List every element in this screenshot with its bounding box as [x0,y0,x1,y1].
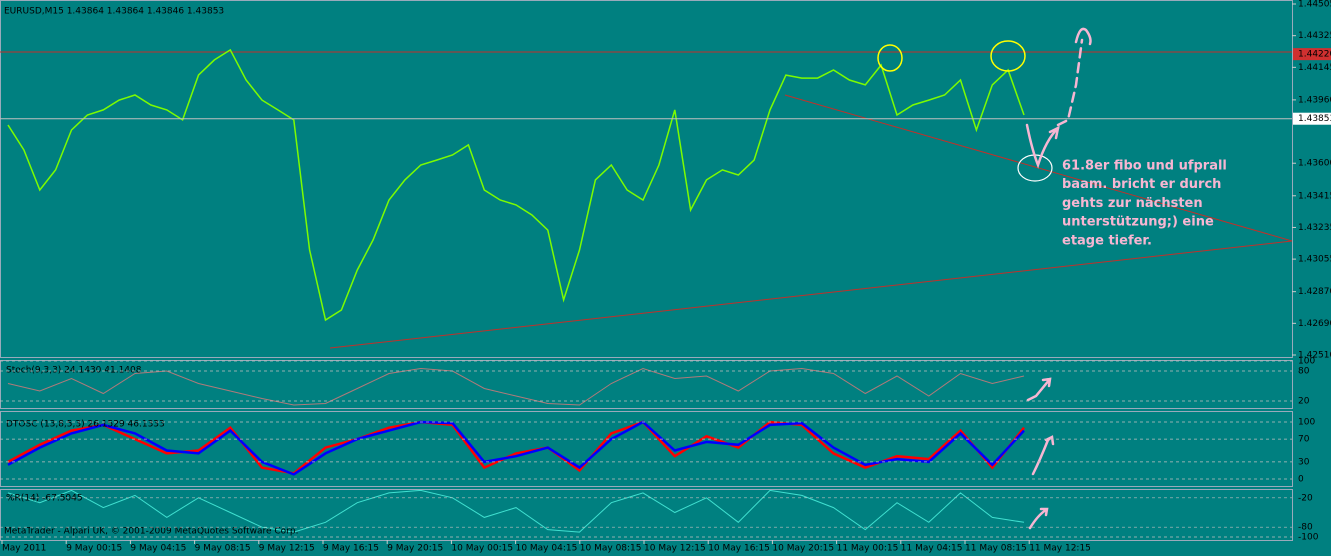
x-tick-label: 10 May 04:15 [516,544,578,554]
arrow [1026,377,1052,402]
current-price-label: 1.43853 [1298,114,1331,124]
y-tick-label: 1.44145 [1298,63,1331,73]
dtosc-panel [0,411,1293,487]
indicator-label: DTOSC (13,8,5,3) 26.1529 46.1333 [6,420,165,430]
x-tick-label: 9 May 20:15 [387,544,443,554]
x-tick-label: 9 May 04:15 [130,544,186,554]
current-price-box [1293,112,1331,125]
y-tick-label: 80 [1298,367,1310,377]
y-tick-label: 70 [1298,435,1310,445]
y-tick-label: 0 [1298,475,1304,485]
y-tick-label: -100 [1298,533,1319,543]
x-tick-label: 10 May 12:15 [644,544,706,554]
y-tick-label: 1.43055 [1298,255,1331,265]
annotation-text: gehts zur nächsten [1062,196,1203,211]
level-price-label: 1.44220 [1298,50,1331,60]
arrow [1025,123,1060,169]
y-tick-label: 1.44505 [1298,0,1331,10]
y-tick-label: 20 [1298,397,1310,407]
indicator-label: Stoch(9,3,3) 24.1430 41.1408 [6,366,142,376]
y-tick-label: 1.43415 [1298,191,1331,201]
arrowhead [1074,27,1092,46]
indicator-label: %R(14) -67.5045 [6,494,83,504]
x-tick-label: 9 May 12:15 [259,544,315,554]
series-line [7,489,1025,533]
series-line [7,367,1025,406]
y-tick-label: -20 [1298,493,1313,503]
x-tick-label: 9 May 08:15 [195,544,251,554]
x-tick-label: 10 May 16:15 [708,544,770,554]
y-tick-label: 1.42510 [1298,351,1331,361]
x-tick-label: May 2011 [2,544,46,554]
annotation-text: baam. bricht er durch [1062,177,1221,192]
x-tick-label: 11 May 00:15 [837,544,899,554]
annotation-text: 61.8er fibo und ufprall [1062,159,1227,174]
y-tick-label: 100 [1298,418,1315,428]
y-tick-label: -80 [1298,523,1313,533]
y-tick-label: 1.42690 [1298,319,1331,329]
falling-trendline [784,94,1293,242]
circle-marker [877,44,903,72]
x-tick-label: 10 May 20:15 [772,544,834,554]
stoch-panel [0,360,1293,409]
main-panel [0,0,1293,358]
symbol-header: EURUSD,M15 1.43864 1.43864 1.43846 1.438… [4,7,224,17]
arrow [1031,435,1055,476]
y-tick-label: 1.43235 [1298,223,1331,233]
y-tick-label: 1.43960 [1298,95,1331,105]
y-tick-label: 1.43600 [1298,159,1331,169]
plot-layer [7,48,1025,533]
x-tick-label: 9 May 00:15 [66,544,122,554]
x-tick-label: 10 May 08:15 [580,544,642,554]
x-tick-label: 11 May 04:15 [901,544,963,554]
wpr-panel [0,489,1293,541]
support-trendline [329,240,1293,349]
y-tick-label: 30 [1298,457,1310,467]
arrows [1025,27,1092,530]
arrowhead [1048,125,1060,140]
footer: MetaTrader - Alpari UK, © 2001-2009 Meta… [4,527,298,537]
annotation-text: etage tiefer. [1062,233,1152,248]
annotation-text: unterstützung;) eine [1062,215,1214,230]
x-tick-label: 11 May 12:15 [1029,544,1091,554]
series-line [7,48,1025,322]
level-price-box [1293,48,1331,61]
y-tick-label: 1.42870 [1298,287,1331,297]
arrow [1028,507,1049,530]
y-tick-label: 1.44325 [1298,31,1331,41]
series-line [7,420,1025,476]
x-tick-label: 10 May 00:15 [451,544,513,554]
panel-borders [0,0,1293,541]
x-tick-label: 11 May 08:15 [965,544,1027,554]
circle-marker [990,40,1026,72]
x-tick-label: 9 May 16:15 [323,544,379,554]
y-tick-label: 100 [1298,357,1315,367]
arrow [1056,38,1084,127]
